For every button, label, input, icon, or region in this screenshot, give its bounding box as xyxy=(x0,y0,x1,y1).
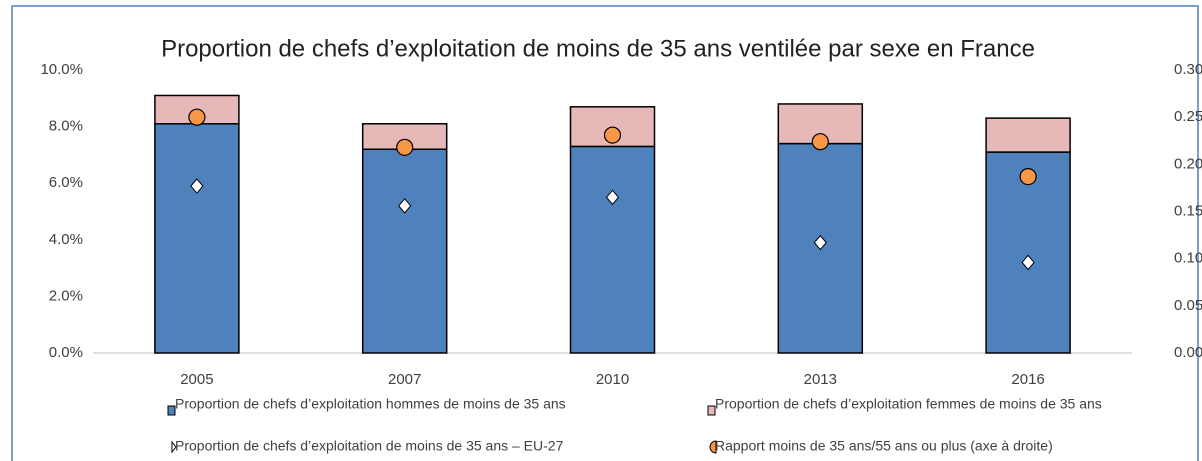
bar xyxy=(985,117,1071,153)
y-tick-label: 0.0% xyxy=(49,344,83,361)
legend-swatch xyxy=(171,440,177,454)
y-tick-label: 2.0% xyxy=(49,287,83,304)
legend-swatch xyxy=(709,440,717,454)
y-tick-label: 8.0% xyxy=(49,118,83,135)
circle-marker xyxy=(396,138,414,156)
x-tick-label: 2007 xyxy=(388,371,421,388)
x-tick-label: 2013 xyxy=(804,371,837,388)
y2-tick-label: 0.25 xyxy=(1174,108,1202,125)
y2-tick-label: 0.00 xyxy=(1174,344,1202,361)
diamond-marker xyxy=(190,178,204,194)
y2-tick-label: 0.15 xyxy=(1174,202,1202,219)
legend-swatch xyxy=(707,405,716,416)
y-tick-label: 4.0% xyxy=(49,231,83,248)
y2-tick-label: 0.30 xyxy=(1174,61,1202,78)
legend-label: Rapport moins de 35 ans/55 ans ou plus (… xyxy=(715,438,1053,454)
diamond-marker xyxy=(398,198,412,214)
legend-swatch xyxy=(167,405,176,416)
y2-tick-label: 0.20 xyxy=(1174,155,1202,172)
y2-tick-label: 0.05 xyxy=(1174,297,1202,314)
bar xyxy=(361,148,448,354)
legend-label: Proportion de chefs d’exploitation femme… xyxy=(715,396,1102,412)
legend-label: Proportion de chefs d’exploitation de mo… xyxy=(175,438,564,454)
legend-label: Proportion de chefs d’exploitation homme… xyxy=(175,396,566,412)
y-tick-label: 10.0% xyxy=(40,61,83,78)
y2-tick-label: 0.10 xyxy=(1174,250,1202,267)
circle-marker xyxy=(811,133,829,151)
diamond-marker xyxy=(1021,254,1035,271)
bar xyxy=(154,123,240,354)
bar xyxy=(985,151,1071,354)
y-tick-label: 6.0% xyxy=(49,174,83,191)
x-tick-label: 2005 xyxy=(180,371,213,388)
chart-title: Proportion de chefs d’exploitation de mo… xyxy=(161,35,1035,62)
circle-marker xyxy=(603,126,622,144)
diamond-marker xyxy=(813,234,827,251)
x-tick-label: 2010 xyxy=(596,371,629,388)
x-tick-label: 2016 xyxy=(1011,371,1044,388)
bar xyxy=(569,145,656,354)
circle-marker xyxy=(1019,167,1037,186)
diamond-marker xyxy=(605,189,620,206)
circle-marker xyxy=(188,108,206,126)
